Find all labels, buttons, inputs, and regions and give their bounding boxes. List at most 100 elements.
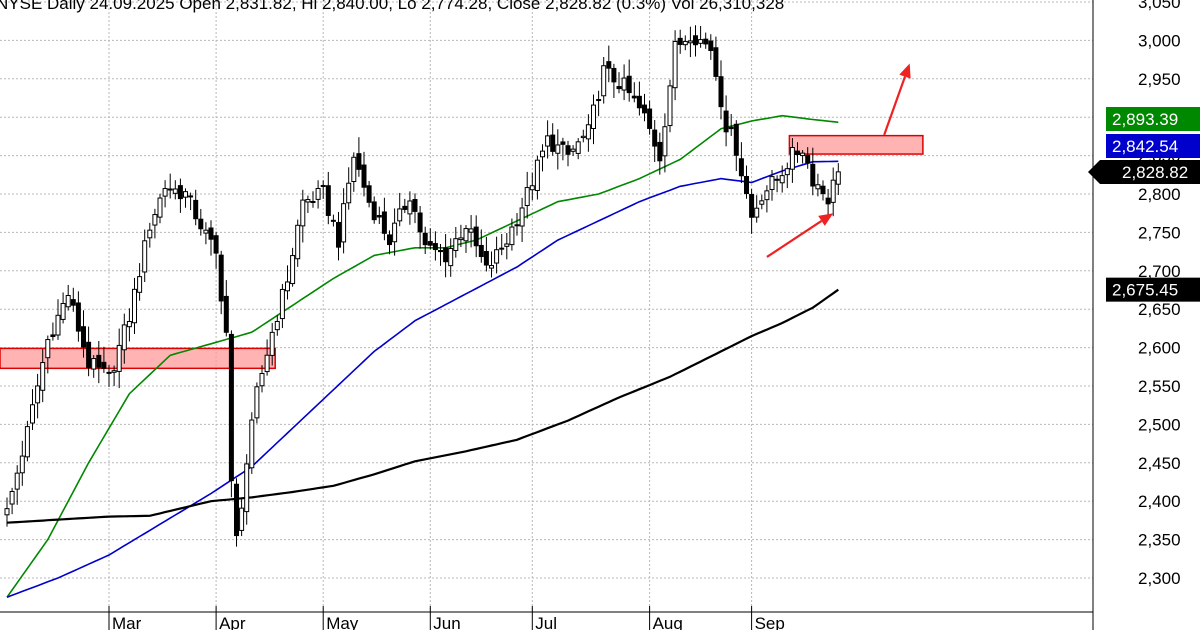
- candle: [35, 373, 41, 419]
- candle: [621, 64, 627, 101]
- candle: [70, 287, 76, 312]
- candle: [254, 382, 260, 424]
- y-tick-label: 2,750: [1138, 223, 1181, 242]
- candle: [152, 208, 158, 239]
- candle: [234, 478, 239, 547]
- candle: [432, 231, 438, 261]
- candle: [336, 211, 341, 261]
- candle: [147, 222, 153, 248]
- candle: [121, 313, 127, 364]
- candle: [167, 173, 173, 199]
- price-tag-label: 2,842.54: [1112, 137, 1178, 156]
- candle: [570, 145, 576, 157]
- candle: [188, 192, 194, 211]
- candle: [259, 365, 265, 393]
- candle: [728, 114, 734, 136]
- candle: [759, 194, 765, 210]
- candle: [805, 147, 811, 169]
- candle: [713, 36, 719, 81]
- candle: [779, 165, 785, 193]
- candle: [111, 365, 117, 386]
- y-tick-label: 2,650: [1138, 300, 1181, 319]
- candle: [738, 142, 744, 184]
- candle: [397, 192, 403, 227]
- candle: [14, 465, 20, 505]
- candle: [213, 231, 219, 269]
- candle: [91, 355, 97, 378]
- candle: [50, 322, 56, 341]
- candle: [489, 251, 494, 278]
- chart-header: NYSE Daily 24.09.2025 Open 2,831.82, Hi …: [0, 0, 784, 13]
- price-tag: 2,675.45: [1106, 277, 1200, 302]
- candle: [101, 346, 107, 373]
- zones: [0, 134, 924, 370]
- candle: [162, 180, 168, 208]
- candle: [534, 155, 540, 200]
- candle: [682, 35, 688, 51]
- candle: [208, 220, 214, 256]
- price-tag: 2,893.39: [1106, 107, 1200, 131]
- candle: [116, 328, 122, 389]
- candle: [693, 25, 698, 57]
- candle: [626, 59, 632, 102]
- candle: [524, 171, 530, 219]
- y-tick-label: 2,700: [1138, 262, 1181, 281]
- candle: [65, 284, 71, 311]
- candle: [774, 175, 780, 193]
- candle: [708, 34, 714, 60]
- candle: [453, 227, 459, 258]
- candle: [749, 188, 755, 234]
- candle: [580, 129, 586, 143]
- y-tick-label: 2,450: [1138, 454, 1181, 473]
- candle: [687, 26, 693, 58]
- candle: [279, 283, 285, 329]
- grid: [0, 0, 1093, 612]
- x-tick-label: May: [326, 614, 359, 630]
- candle: [422, 226, 428, 254]
- price-tags: 2,893.39 2,842.54 2,828.82 2,675.45: [1088, 107, 1200, 302]
- candle: [718, 60, 724, 120]
- candle: [463, 225, 469, 253]
- candle: [529, 172, 535, 201]
- candle: [698, 25, 704, 48]
- candle: [744, 165, 749, 199]
- y-tick-label: 2,350: [1138, 531, 1181, 550]
- candle: [606, 45, 612, 83]
- candle: [295, 219, 301, 267]
- candle: [305, 195, 311, 213]
- candle: [647, 100, 653, 135]
- candle: [642, 93, 647, 122]
- arrows: [766, 63, 911, 258]
- candle: [341, 188, 347, 254]
- candle: [677, 29, 683, 54]
- candle: [565, 140, 571, 167]
- candle: [45, 335, 51, 374]
- candle: [198, 208, 204, 236]
- candle: [657, 132, 663, 175]
- candle: [499, 233, 505, 256]
- y-tick-label: 2,550: [1138, 377, 1181, 396]
- candle: [106, 364, 112, 387]
- candle: [177, 178, 183, 213]
- candle: [483, 236, 489, 272]
- candle: [9, 487, 15, 515]
- candle: [75, 291, 81, 342]
- candle: [96, 340, 102, 384]
- candle: [402, 198, 408, 214]
- candle: [519, 197, 525, 242]
- candle: [290, 247, 296, 287]
- candle: [616, 72, 622, 94]
- candle: [494, 236, 500, 274]
- candle: [443, 234, 449, 278]
- candle: [193, 189, 199, 226]
- candle: [458, 224, 464, 248]
- candle: [387, 230, 392, 255]
- price-tag: 2,828.82: [1088, 160, 1200, 184]
- candle: [157, 193, 163, 224]
- y-tick-label: 2,950: [1138, 70, 1181, 89]
- candle: [509, 218, 515, 251]
- candle: [315, 180, 321, 209]
- candle: [24, 420, 30, 462]
- y-tick-label: 2,500: [1138, 415, 1181, 434]
- candle: [126, 308, 132, 342]
